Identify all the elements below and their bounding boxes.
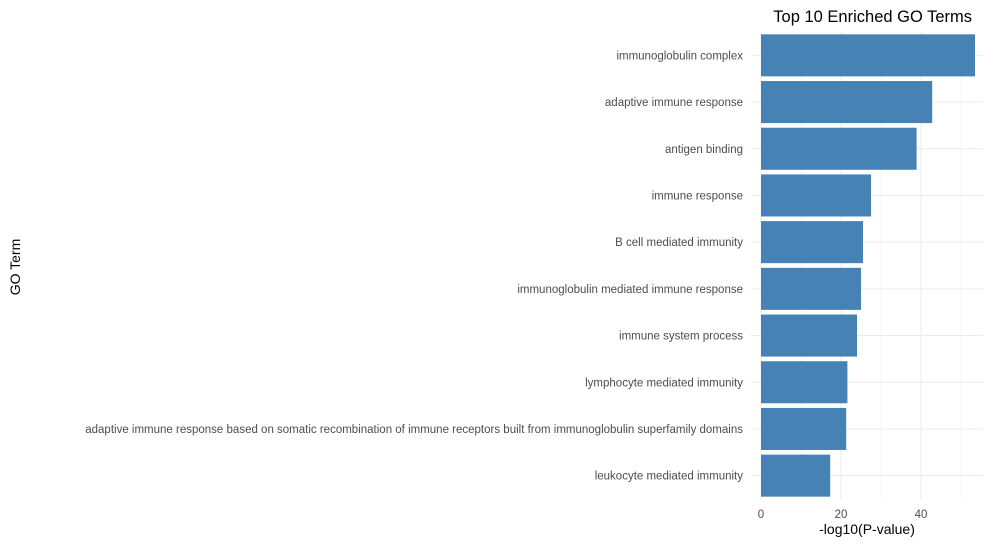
x-axis-title: -log10(P-value) [819, 521, 915, 537]
x-tick-label: 20 [835, 509, 848, 521]
category-label: immune system process [619, 331, 743, 343]
category-label: leukocyte mediated immunity [595, 471, 744, 483]
x-tick-label: 0 [758, 509, 764, 521]
category-label: immune response [652, 190, 743, 202]
category-label: antigen binding [665, 144, 743, 156]
bar [761, 127, 917, 170]
category-label: adaptive immune response [605, 97, 743, 109]
bar [761, 221, 863, 264]
x-tick-label: 40 [915, 509, 928, 521]
bar [761, 34, 975, 77]
category-label: immunoglobulin mediated immune response [517, 284, 743, 296]
bars [761, 34, 975, 497]
category-label: lymphocyte mediated immunity [585, 377, 743, 389]
bar [761, 81, 933, 124]
category-label: adaptive immune response based on somati… [85, 424, 743, 436]
category-label: immunoglobulin complex [616, 50, 743, 62]
bar [761, 454, 831, 497]
category-label: B cell mediated immunity [615, 237, 743, 249]
bar [761, 361, 848, 404]
x-tick-labels: 0 20 40 [758, 509, 928, 521]
bar [761, 407, 847, 450]
y-axis-title: GO Term [7, 239, 23, 296]
bar [761, 174, 871, 217]
chart-title: Top 10 Enriched GO Terms [773, 8, 972, 26]
bar [761, 314, 857, 357]
category-labels: immunoglobulin complex adaptive immune re… [85, 50, 743, 482]
bar [761, 267, 861, 310]
